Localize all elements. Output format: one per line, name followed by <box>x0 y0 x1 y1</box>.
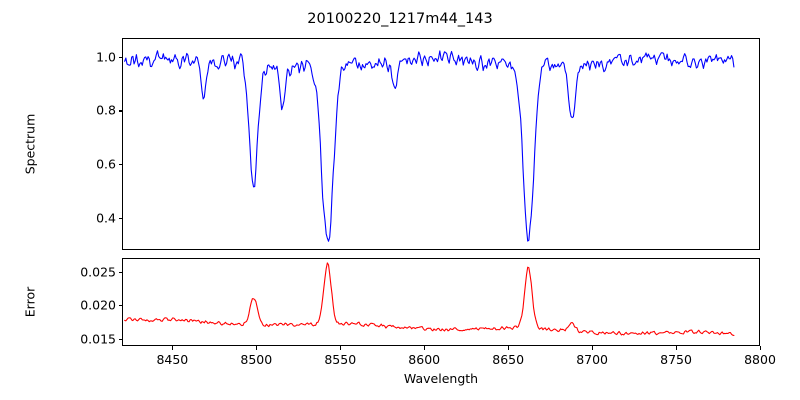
x-tick-mark <box>592 346 594 350</box>
x-tick-label: 8550 <box>324 352 357 367</box>
spectrum-ytick-mark <box>118 164 122 166</box>
x-tick-mark <box>508 346 510 350</box>
error-y-axis-label: Error <box>22 286 38 318</box>
spectrum-ytick-label: 0.8 <box>96 102 116 118</box>
spectrum-axes <box>122 38 760 250</box>
spectrum-line <box>124 50 735 242</box>
error-line <box>124 262 735 336</box>
x-tick-mark <box>424 346 426 350</box>
error-ytick-label: 0.020 <box>80 297 116 313</box>
x-tick-mark <box>340 346 342 350</box>
x-tick-label: 8800 <box>744 352 776 367</box>
spectrum-ytick-mark <box>118 56 122 58</box>
error-ytick-label: 0.015 <box>80 331 116 347</box>
x-tick-label: 8650 <box>492 352 525 367</box>
spectrum-ytick-mark <box>118 110 122 112</box>
error-ytick-mark <box>118 305 122 307</box>
x-tick-mark <box>760 346 762 350</box>
error-ytick-label: 0.025 <box>80 264 116 280</box>
x-tick-mark <box>676 346 678 350</box>
x-tick-mark <box>256 346 258 350</box>
x-tick-label: 8500 <box>240 352 273 367</box>
x-axis-label: Wavelength <box>403 371 479 386</box>
x-tick-label: 8600 <box>408 352 441 367</box>
spectrum-y-axis-label: Spectrum <box>22 113 38 175</box>
spectrum-ytick-label: 0.6 <box>96 156 116 172</box>
spectrum-plot-area <box>124 50 735 242</box>
error-plot-area <box>124 262 735 336</box>
figure-title: 20100220_1217m44_143 <box>307 11 493 27</box>
error-ytick-mark <box>118 272 122 274</box>
spectrum-ytick-label: 0.4 <box>96 210 116 226</box>
error-axes <box>122 258 760 346</box>
x-tick-label: 8750 <box>660 352 692 367</box>
x-tick-label: 8450 <box>156 352 189 367</box>
spectrum-ytick-mark <box>118 217 122 219</box>
x-tick-label: 8700 <box>576 352 608 367</box>
x-tick-mark <box>172 346 174 350</box>
spectrum-ytick-label: 1.0 <box>96 49 116 65</box>
error-ytick-mark <box>118 338 122 340</box>
